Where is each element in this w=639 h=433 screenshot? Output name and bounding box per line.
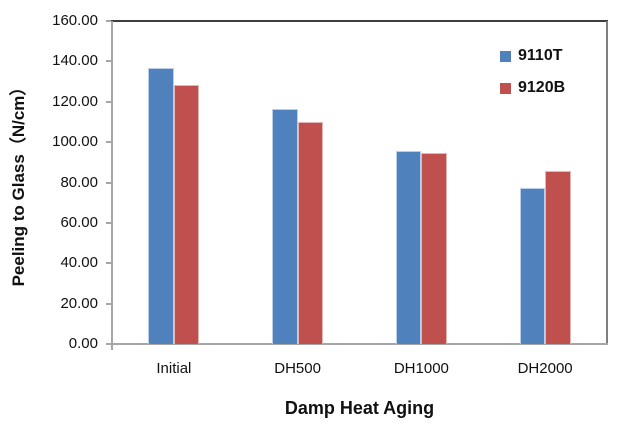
y-tick-label: 120.00 bbox=[52, 92, 98, 110]
plot-border-top bbox=[111, 20, 608, 22]
y-tick-mark bbox=[106, 60, 112, 63]
bar-9110T-Initial bbox=[148, 68, 174, 344]
legend-label: 9110T bbox=[518, 47, 563, 64]
y-tick-label: 160.00 bbox=[52, 12, 98, 29]
legend-item-9110T: 9110T bbox=[500, 45, 565, 67]
x-tick-label-DH2000: DH2000 bbox=[517, 360, 573, 377]
bar-9120B-DH500 bbox=[297, 121, 324, 344]
y-tick-mark bbox=[106, 141, 112, 144]
x-tick-label-DH1000: DH1000 bbox=[393, 360, 449, 377]
y-tick-label: 40.00 bbox=[60, 254, 98, 272]
bar-9110T-DH1000 bbox=[395, 151, 422, 344]
y-axis-line bbox=[111, 21, 113, 350]
x-tick-label-DH500: DH500 bbox=[274, 360, 321, 377]
y-tick-mark bbox=[106, 221, 112, 224]
plot-area bbox=[112, 21, 607, 344]
y-tick-label: 100.00 bbox=[52, 133, 98, 151]
bar-9110T-DH2000 bbox=[519, 187, 546, 344]
y-tick-mark bbox=[106, 20, 112, 22]
bar-9120B-DH1000 bbox=[421, 153, 447, 344]
legend: 9110T 9120B bbox=[500, 45, 565, 109]
bar-9120B-Initial bbox=[173, 84, 200, 344]
legend-label: 9120B bbox=[518, 79, 566, 96]
y-tick-mark bbox=[106, 181, 112, 184]
legend-swatch-icon bbox=[500, 82, 511, 94]
legend-swatch-icon bbox=[500, 50, 511, 62]
plot-border-right bbox=[606, 21, 608, 345]
x-tick-label-Initial: Initial bbox=[156, 360, 192, 377]
y-tick-label: 140.00 bbox=[52, 52, 98, 70]
y-tick-mark bbox=[106, 302, 112, 305]
y-tick-label: 20.00 bbox=[60, 294, 98, 312]
bar-9110T-DH500 bbox=[272, 108, 298, 344]
x-axis-line bbox=[106, 343, 608, 345]
legend-item-9120B: 9120B bbox=[500, 77, 565, 99]
x-axis-title: Damp Heat Aging bbox=[284, 398, 435, 418]
y-tick-mark bbox=[106, 262, 112, 265]
bar-9120B-DH2000 bbox=[545, 171, 571, 344]
y-tick-label: 80.00 bbox=[60, 173, 98, 191]
y-tick-mark bbox=[106, 100, 112, 103]
y-tick-label: 60.00 bbox=[60, 213, 98, 231]
y-tick-label: 0.00 bbox=[68, 335, 98, 352]
